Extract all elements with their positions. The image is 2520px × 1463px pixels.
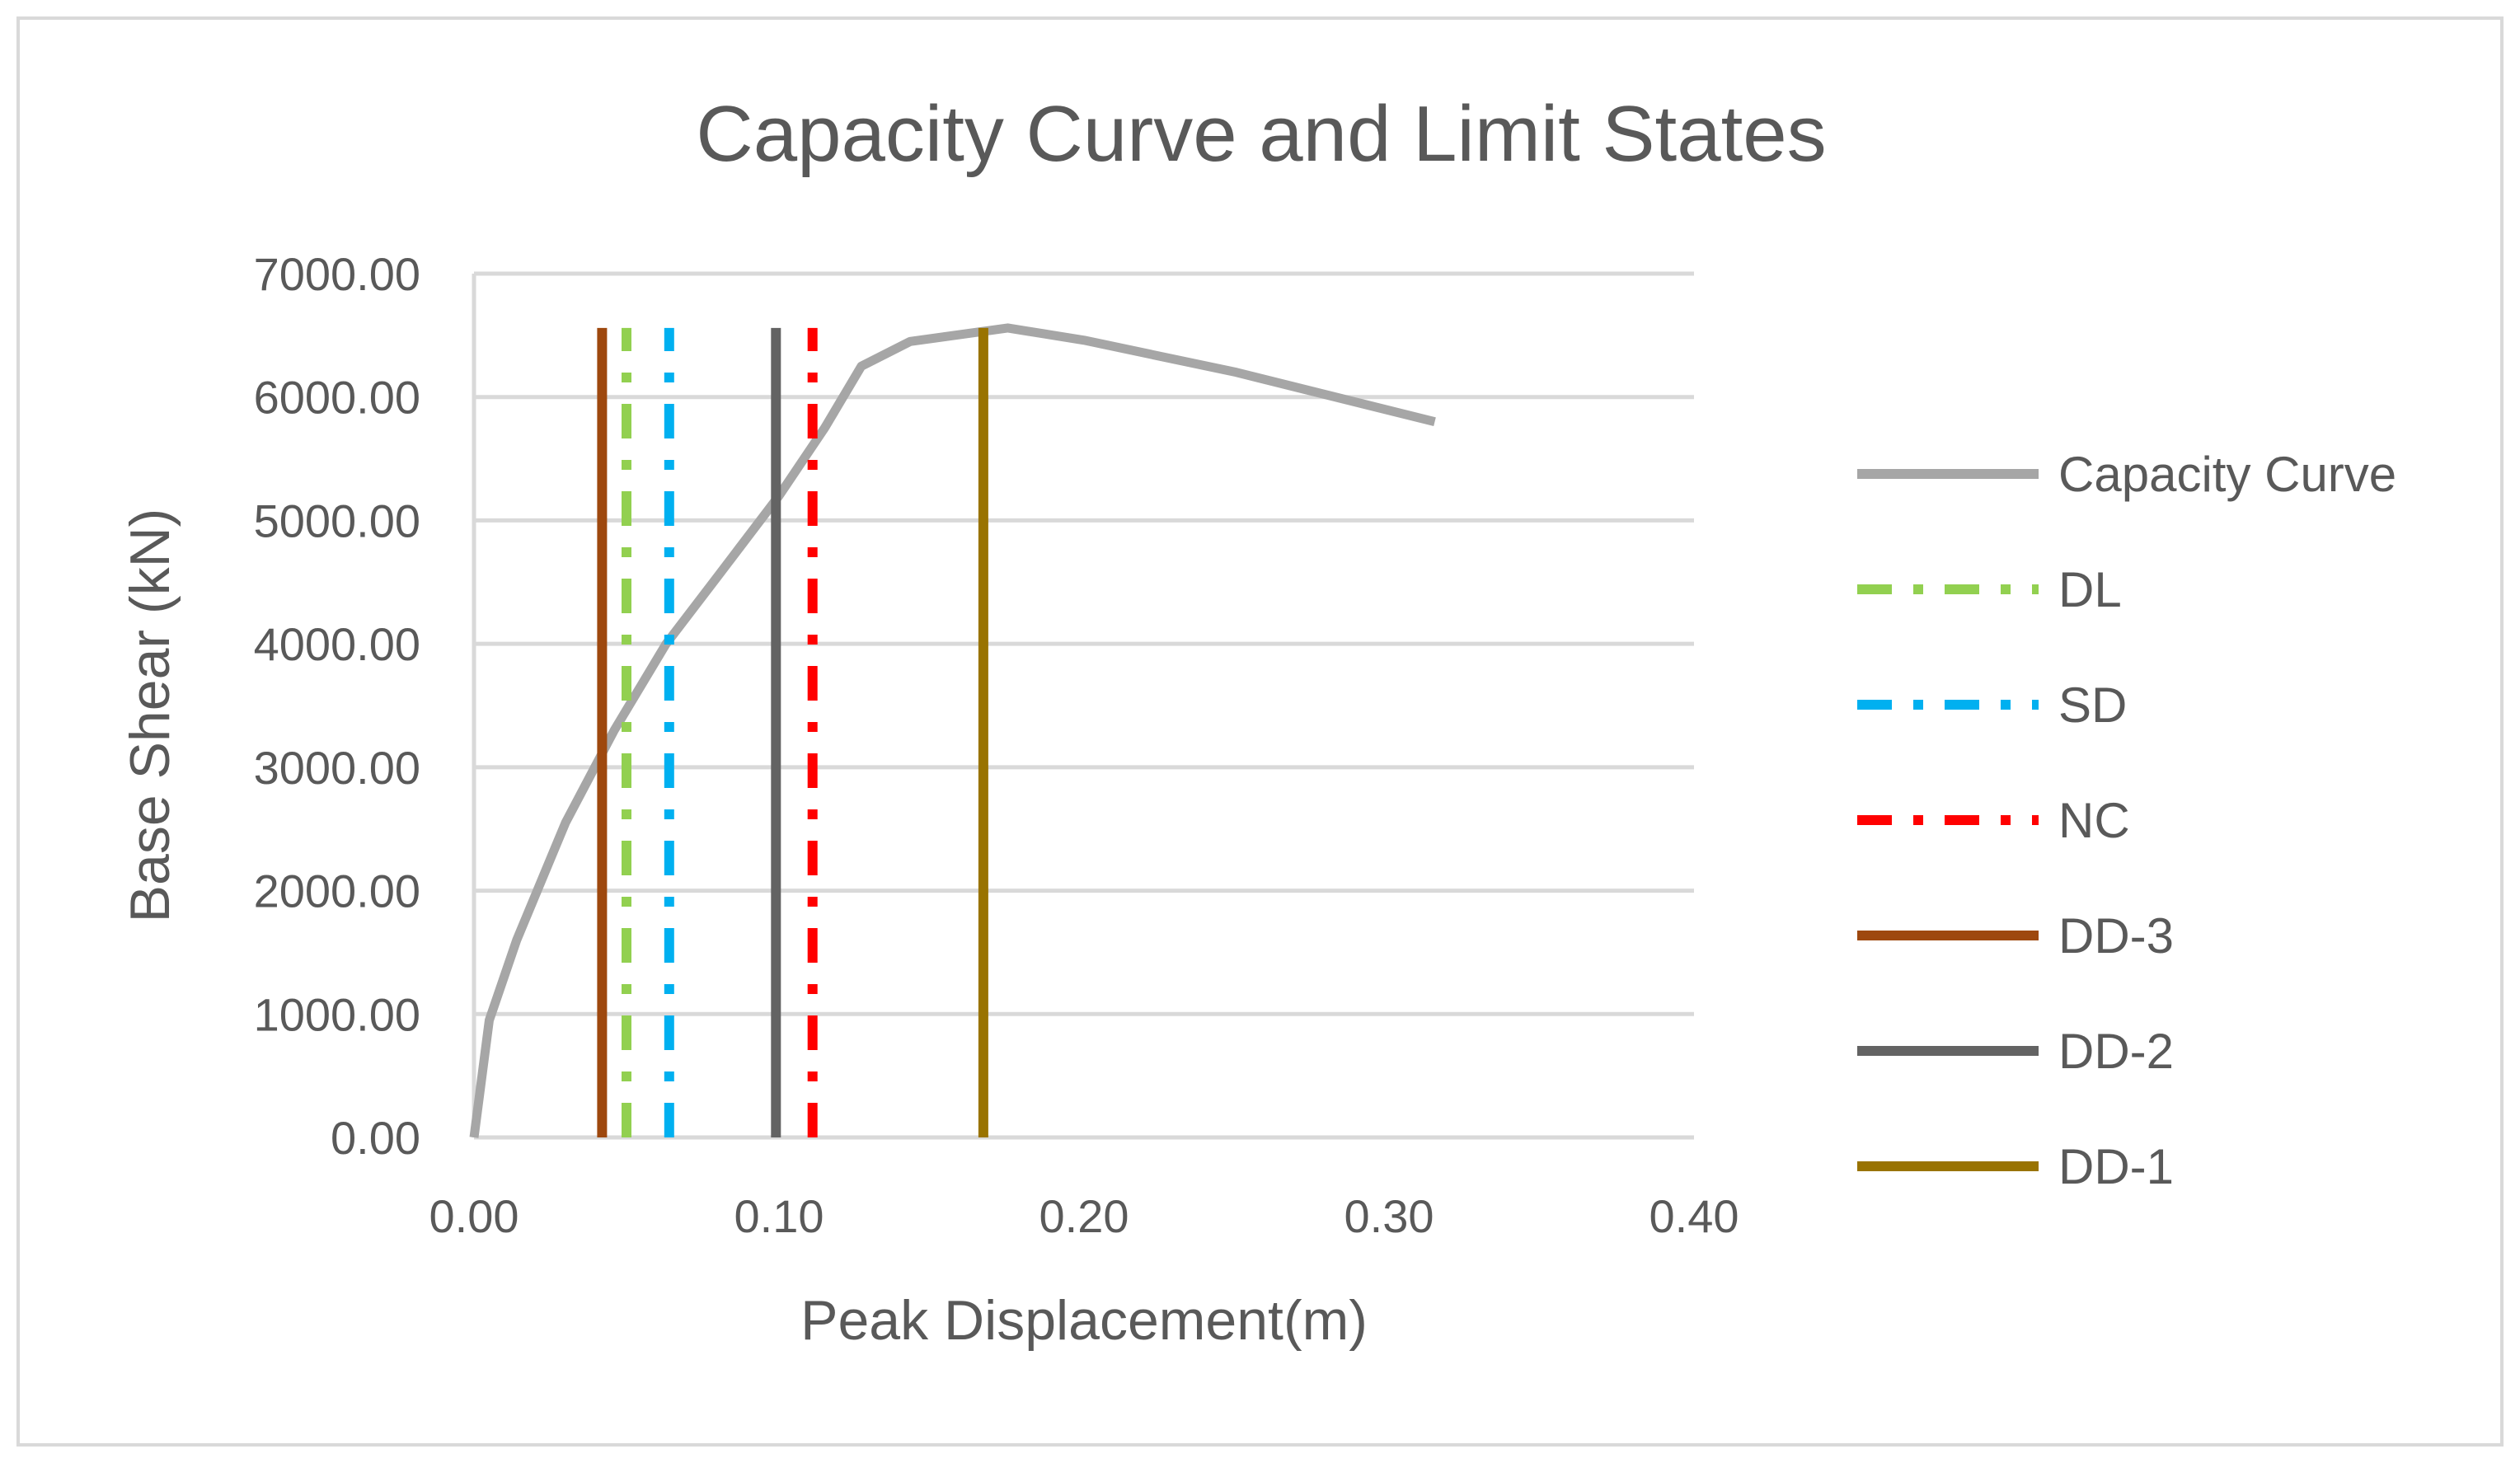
chart-title: Capacity Curve and Limit States [696, 90, 1826, 178]
y-tick-label: 5000.00 [254, 495, 420, 546]
legend-label: DD-1 [2058, 1139, 2174, 1194]
y-tick-label: 3000.00 [254, 742, 420, 794]
y-tick-label: 0.00 [331, 1112, 420, 1164]
legend: Capacity Curve DL SD NC DD-3 DD-2 DD-1 [1857, 447, 2396, 1194]
legend-label: DD-2 [2058, 1024, 2174, 1079]
chart-frame [16, 16, 2504, 1447]
y-tick-label: 6000.00 [254, 372, 420, 424]
y-axis-title: Base Shear (kN) [119, 509, 181, 923]
x-axis-title: Peak Displacement(m) [800, 1289, 1368, 1352]
series-line-capacity-curve [469, 323, 1436, 1138]
legend-label: NC [2058, 793, 2130, 848]
plot-series [469, 323, 1436, 1138]
x-tick-label: 0.10 [734, 1190, 824, 1242]
y-tick-label: 4000.00 [254, 618, 420, 670]
legend-label: SD [2058, 678, 2127, 733]
x-axis-tick-labels: 0.00 0.10 0.20 0.30 0.40 [429, 1190, 1739, 1242]
x-tick-label: 0.30 [1344, 1190, 1434, 1242]
x-tick-label: 0.20 [1039, 1190, 1129, 1242]
y-tick-label: 2000.00 [254, 865, 420, 917]
legend-label: DD-3 [2058, 908, 2174, 964]
y-axis-tick-labels: 0.00 1000.00 2000.00 3000.00 4000.00 5000.00 6… [254, 248, 420, 1164]
y-tick-label: 1000.00 [254, 988, 420, 1040]
x-tick-label: 0.00 [429, 1190, 519, 1242]
legend-label: Capacity Curve [2058, 447, 2396, 502]
x-tick-label: 0.40 [1649, 1190, 1739, 1242]
gridlines [472, 271, 1694, 1140]
y-tick-label: 7000.00 [254, 248, 420, 300]
legend-label: DL [2058, 562, 2122, 617]
